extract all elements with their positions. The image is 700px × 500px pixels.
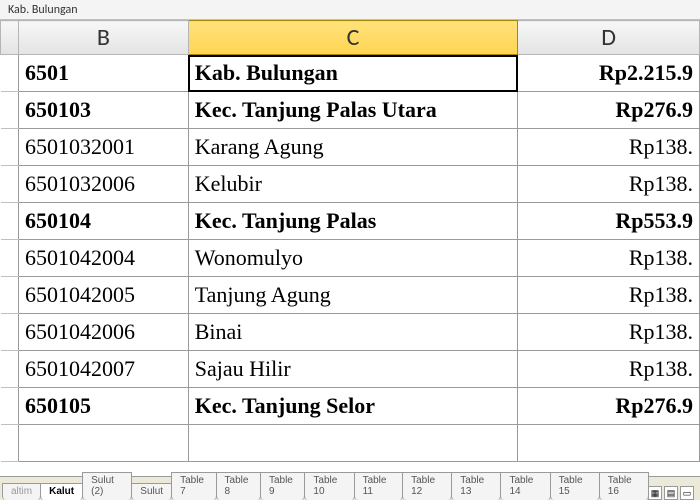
cell[interactable] <box>1 351 19 388</box>
cell[interactable] <box>18 425 188 462</box>
sheet-tab[interactable]: altim <box>2 483 41 500</box>
cell[interactable]: Karang Agung <box>188 129 518 166</box>
cell[interactable]: Sajau Hilir <box>188 351 518 388</box>
spreadsheet-area: B C D 6501Kab. BulunganRp2.215.9650103Ke… <box>0 20 700 476</box>
cell[interactable]: Wonomulyo <box>188 240 518 277</box>
cell[interactable]: Rp553.9 <box>518 203 700 240</box>
cell[interactable]: 6501 <box>18 55 188 92</box>
cell[interactable]: Binai <box>188 314 518 351</box>
table-row <box>1 425 700 462</box>
page-layout-view-icon[interactable]: ▤ <box>664 486 678 500</box>
cell[interactable]: 650105 <box>18 388 188 425</box>
sheet-tab[interactable]: Table 12 <box>402 472 452 500</box>
sheet-tab[interactable]: Table 14 <box>500 472 550 500</box>
page-break-view-icon[interactable]: ▭ <box>680 486 694 500</box>
col-header-B[interactable]: B <box>18 21 188 55</box>
cell[interactable]: Kab. Bulungan <box>188 55 518 92</box>
cell[interactable] <box>1 203 19 240</box>
table-row: 6501042005Tanjung AgungRp138. <box>1 277 700 314</box>
cell[interactable]: Rp138. <box>518 240 700 277</box>
cell[interactable] <box>1 166 19 203</box>
table-row: 6501042006BinaiRp138. <box>1 314 700 351</box>
cell[interactable] <box>1 129 19 166</box>
table-row: 6501Kab. BulunganRp2.215.9 <box>1 55 700 92</box>
table-row: 6501042004WonomulyoRp138. <box>1 240 700 277</box>
col-header-D[interactable]: D <box>518 21 700 55</box>
cell[interactable]: Kec. Tanjung Palas <box>188 203 518 240</box>
cell[interactable]: Rp138. <box>518 351 700 388</box>
formula-bar-value: Kab. Bulungan <box>8 3 78 17</box>
cell[interactable] <box>1 388 19 425</box>
cell[interactable]: Kelubir <box>188 166 518 203</box>
cell[interactable]: 6501042006 <box>18 314 188 351</box>
table-row: 650103Kec. Tanjung Palas UtaraRp276.9 <box>1 92 700 129</box>
cell[interactable]: 6501042005 <box>18 277 188 314</box>
table-row: 650104Kec. Tanjung PalasRp553.9 <box>1 203 700 240</box>
cell[interactable]: Rp276.9 <box>518 92 700 129</box>
cell[interactable]: Kec. Tanjung Selor <box>188 388 518 425</box>
sheet-tab[interactable]: Kalut <box>40 483 83 500</box>
cell[interactable]: Rp138. <box>518 277 700 314</box>
table-row: 6501032006KelubirRp138. <box>1 166 700 203</box>
cell[interactable] <box>188 425 518 462</box>
cell[interactable] <box>518 425 700 462</box>
cell[interactable]: Rp138. <box>518 166 700 203</box>
cell[interactable] <box>1 92 19 129</box>
sheet-tab[interactable]: Table 7 <box>171 472 216 500</box>
cell[interactable] <box>1 314 19 351</box>
cell[interactable] <box>1 277 19 314</box>
cell[interactable]: 650104 <box>18 203 188 240</box>
cell[interactable]: Rp276.9 <box>518 388 700 425</box>
cell[interactable] <box>1 240 19 277</box>
column-header-row: B C D <box>1 21 700 55</box>
cell[interactable]: Rp2.215.9 <box>518 55 700 92</box>
cell[interactable]: 6501032006 <box>18 166 188 203</box>
col-header-A[interactable] <box>1 21 19 55</box>
cell[interactable]: Rp138. <box>518 314 700 351</box>
grid-table: B C D 6501Kab. BulunganRp2.215.9650103Ke… <box>0 20 700 462</box>
sheet-tab[interactable]: Table 10 <box>304 472 354 500</box>
formula-bar[interactable]: Kab. Bulungan <box>0 0 700 20</box>
sheet-tab[interactable]: Table 16 <box>599 472 649 500</box>
sheet-tab[interactable]: Table 15 <box>550 472 600 500</box>
cell[interactable] <box>1 425 19 462</box>
cell[interactable]: Rp138. <box>518 129 700 166</box>
cell[interactable]: 6501032001 <box>18 129 188 166</box>
cell[interactable]: Tanjung Agung <box>188 277 518 314</box>
table-row: 6501032001Karang AgungRp138. <box>1 129 700 166</box>
sheet-tab[interactable]: Table 9 <box>260 472 305 500</box>
table-row: 6501042007Sajau HilirRp138. <box>1 351 700 388</box>
sheet-tab[interactable]: Sulut (2) <box>82 472 132 500</box>
sheet-tab[interactable]: Table 13 <box>451 472 501 500</box>
cell[interactable]: Kec. Tanjung Palas Utara <box>188 92 518 129</box>
col-header-C[interactable]: C <box>188 21 518 55</box>
normal-view-icon[interactable]: ▦ <box>648 486 662 500</box>
cell[interactable] <box>1 55 19 92</box>
view-switch-icons: ▦ ▤ ▭ <box>648 486 700 500</box>
cell[interactable]: 6501042007 <box>18 351 188 388</box>
sheet-tab[interactable]: Sulut <box>131 483 172 500</box>
table-row: 650105Kec. Tanjung SelorRp276.9 <box>1 388 700 425</box>
sheet-tab[interactable]: Table 11 <box>354 472 404 500</box>
sheet-tab[interactable]: Table 8 <box>216 472 261 500</box>
cell[interactable]: 6501042004 <box>18 240 188 277</box>
sheet-tabs-bar: altimKalutSulut (2)SulutTable 7Table 8Ta… <box>0 476 700 500</box>
cell[interactable]: 650103 <box>18 92 188 129</box>
